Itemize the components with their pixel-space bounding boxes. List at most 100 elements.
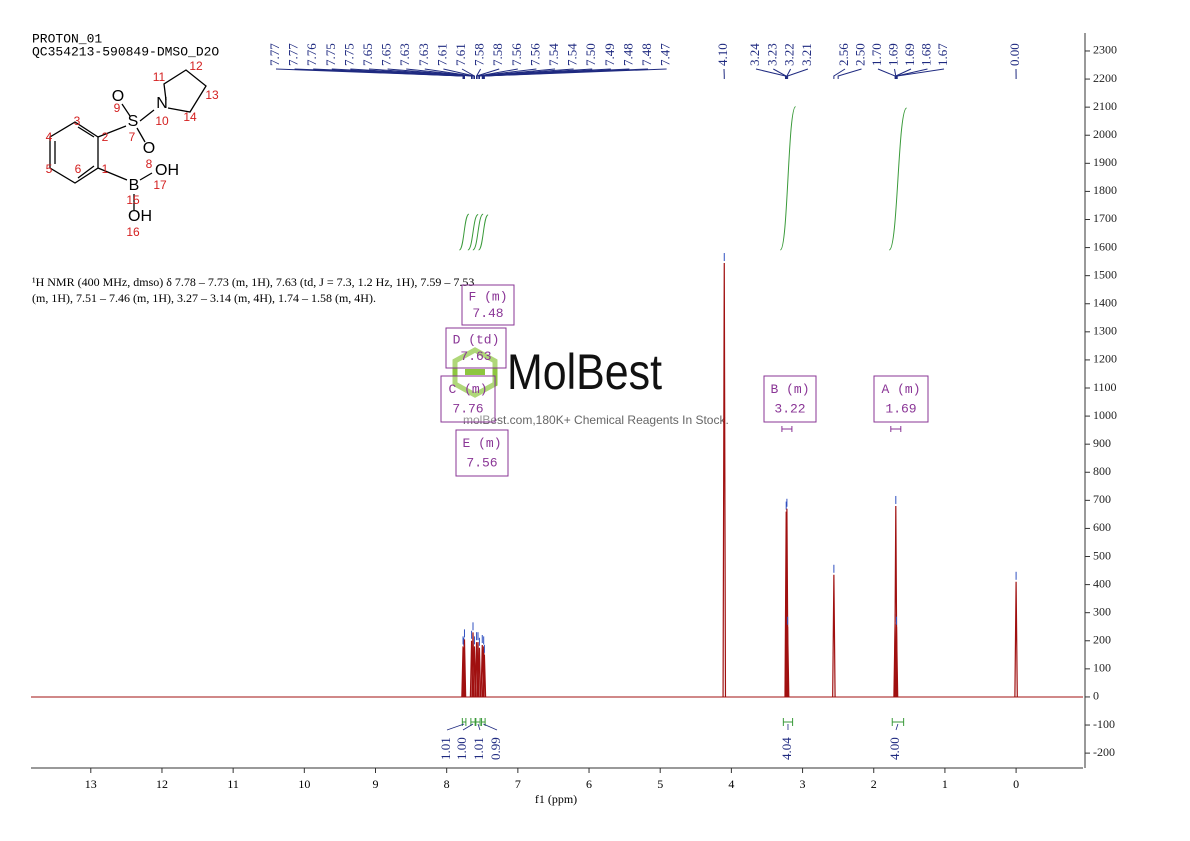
peak-label: 2.50 [852,43,867,66]
peak-label: 7.47 [658,43,673,66]
y-tick-label: 2100 [1093,99,1117,113]
peak-label: 7.56 [509,43,524,66]
multiplet-box [445,327,507,369]
peak-label: 7.48 [639,43,654,66]
multiplet-shift: 1.69 [885,402,916,417]
peak-label-connector [483,68,667,79]
peak-label-connector [476,68,482,79]
multiplet-label: E (m) [462,436,501,451]
y-tick-label: 1100 [1093,380,1117,394]
y-tick-label: 700 [1093,492,1111,506]
peak [1014,581,1018,697]
x-tick-label: 5 [657,777,663,791]
peak-label: 7.65 [379,43,394,66]
y-tick-label: 600 [1093,520,1111,534]
peak-label-connector [837,68,862,79]
watermark-brand: MolBest [507,344,662,400]
x-tick-label: 7 [515,777,521,791]
peak-label-connector [896,68,945,79]
peak-label-connector [482,68,611,79]
integral-label-connector [895,723,899,731]
peak-label-connector [476,68,500,79]
y-tick-label: -100 [1093,717,1115,731]
peak-label-connector [477,68,537,79]
integral-label-connector [462,723,474,731]
peak-label: 7.61 [453,43,468,66]
peak-label-connector [773,68,787,79]
multiplet-shift: 7.76 [452,402,483,417]
y-tick-label: 1300 [1093,324,1117,338]
y-tick-label: 800 [1093,464,1111,478]
integral-curve [467,214,479,251]
peak [482,654,487,697]
x-tick-label: 0 [1013,777,1019,791]
peak [722,263,727,697]
peak-label-connector [895,68,912,79]
integral-label-connector [477,723,481,731]
atom-label: OH [128,208,152,225]
chart-title: PROTON_01 [32,31,102,46]
peak-label: 3.23 [764,43,779,66]
peak-label: 3.21 [799,43,814,66]
atom-number: 14 [183,110,197,124]
multiplet-label: D (td) [453,332,500,347]
y-tick-label: 1500 [1093,267,1117,281]
multiplet-box [440,375,496,423]
atom-label: B [129,177,140,194]
peak [832,574,836,697]
y-tick-label: 300 [1093,604,1111,618]
peak-label: 7.75 [341,43,356,66]
peak-label: 1.67 [935,43,950,66]
peak-label: 7.63 [397,43,412,66]
molecule-bonds [49,69,207,210]
peak-label: 7.58 [490,43,505,66]
integral-bracket [782,718,794,726]
peak-label-connector [478,68,574,79]
peak-label: 7.49 [602,43,617,66]
multiplet-marker [890,426,902,432]
integral-curve [888,107,908,251]
x-tick-label: 11 [227,777,239,791]
peak-label: 7.54 [546,43,561,66]
x-tick-label: 13 [85,777,97,791]
integral-label: 1.01 [438,737,453,760]
peak-label-connector [833,68,846,79]
y-tick-label: 100 [1093,661,1111,675]
integral-label: 0.99 [488,737,503,760]
atom-number: 17 [153,178,167,192]
peak-label: 7.65 [360,43,375,66]
y-tick-label: 900 [1093,436,1111,450]
multiplet-shift: 7.48 [472,306,503,321]
peak-label: 7.58 [472,43,487,66]
atom-number: 10 [155,114,169,128]
x-tick-label: 2 [871,777,877,791]
atom-label: OH [155,162,179,179]
integral-label-connector [483,723,498,731]
peak-label: 7.50 [583,43,598,66]
y-tick-label: 1200 [1093,352,1117,366]
atom-label: S [128,113,139,130]
atom-number: 8 [146,157,153,171]
watermark-tagline: molBest.com,180K+ Chemical Reagents In S… [463,413,729,427]
multiplet-label: F (m) [468,289,507,304]
peak [462,639,467,697]
peak-label: 7.76 [304,43,319,66]
integral-label-connector [446,723,465,731]
multiplet-shift: 7.63 [460,349,491,364]
x-tick-label: 9 [372,777,378,791]
peak [785,626,790,697]
integral-label: 1.01 [471,737,486,760]
multiplet-label: A (m) [881,382,920,397]
atom-number: 5 [46,162,53,176]
peak-label-connector [786,68,792,79]
nmr-description: ¹H NMR (400 MHz, dmso) δ 7.78 – 7.73 (m,… [32,275,474,289]
watermark-logo [452,347,498,398]
x-tick-label: 3 [800,777,806,791]
multiplet-box [873,375,929,423]
y-tick-label: 0 [1093,689,1099,703]
peak-label: 7.56 [527,43,542,66]
y-tick-label: 2200 [1093,71,1117,85]
peak-label: 7.77 [286,43,301,66]
y-tick-label: 200 [1093,633,1111,647]
